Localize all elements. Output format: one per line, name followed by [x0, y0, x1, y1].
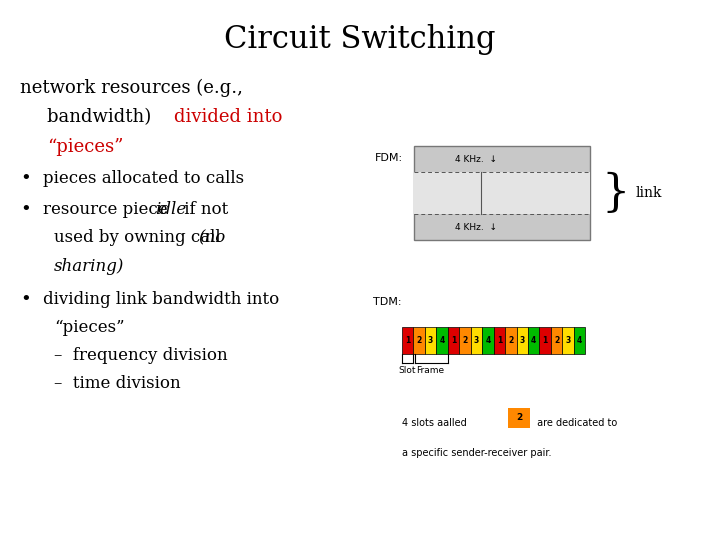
Text: Circuit Switching: Circuit Switching	[224, 24, 496, 55]
Text: 4 KHz.  ↓: 4 KHz. ↓	[455, 154, 497, 164]
Bar	[413, 327, 425, 354]
Text: •: •	[20, 201, 31, 219]
Bar	[505, 327, 516, 354]
Text: 2: 2	[462, 336, 467, 345]
Text: 4: 4	[577, 336, 582, 345]
Text: divided into: divided into	[174, 108, 283, 126]
Bar	[402, 327, 413, 354]
Bar	[436, 327, 448, 354]
Bar	[414, 146, 590, 240]
Text: 2: 2	[416, 336, 422, 345]
Text: sharing): sharing)	[54, 258, 125, 274]
Bar	[516, 327, 528, 354]
Bar	[448, 327, 459, 354]
Text: –  frequency division: – frequency division	[54, 347, 228, 363]
Text: 3: 3	[474, 336, 479, 345]
Bar	[414, 172, 590, 214]
Bar	[562, 327, 574, 354]
Text: 3: 3	[520, 336, 525, 345]
Bar	[425, 327, 436, 354]
Text: network resources (e.g.,: network resources (e.g.,	[20, 78, 243, 97]
Bar	[471, 327, 482, 354]
Text: dividing link bandwidth into: dividing link bandwidth into	[43, 291, 279, 307]
Text: }: }	[601, 172, 629, 214]
Text: if not: if not	[179, 201, 228, 218]
Text: 4: 4	[531, 336, 536, 345]
Text: 2: 2	[508, 336, 513, 345]
Text: 1: 1	[405, 336, 410, 345]
Text: 2: 2	[516, 414, 522, 422]
Text: Frame: Frame	[416, 366, 444, 375]
Text: •: •	[20, 170, 31, 188]
Text: FDM:: FDM:	[374, 153, 402, 164]
Text: 1: 1	[451, 336, 456, 345]
Text: “pieces”: “pieces”	[47, 138, 123, 156]
Text: 3: 3	[565, 336, 571, 345]
Text: –  time division: – time division	[54, 375, 181, 392]
Text: a specific sender-receiver pair.: a specific sender-receiver pair.	[402, 448, 552, 458]
Bar	[539, 327, 551, 354]
Bar	[508, 408, 530, 428]
Text: link: link	[636, 186, 662, 200]
Text: bandwidth): bandwidth)	[47, 108, 157, 126]
Text: 1: 1	[497, 336, 502, 345]
Text: 4 slots aalled: 4 slots aalled	[402, 418, 469, 429]
Bar	[551, 327, 562, 354]
Text: 4: 4	[485, 336, 490, 345]
Text: are dedicated to: are dedicated to	[534, 418, 617, 429]
Text: 3: 3	[428, 336, 433, 345]
Text: •: •	[20, 291, 31, 308]
Text: “pieces”: “pieces”	[54, 319, 125, 335]
Text: 2: 2	[554, 336, 559, 345]
Bar	[528, 327, 539, 354]
Bar	[494, 327, 505, 354]
Text: TDM:: TDM:	[373, 297, 402, 307]
Bar	[482, 327, 494, 354]
Text: resource piece: resource piece	[43, 201, 173, 218]
Bar	[574, 327, 585, 354]
Text: idle: idle	[155, 201, 186, 218]
Text: (no: (no	[198, 230, 225, 246]
Text: 4 KHz.  ↓: 4 KHz. ↓	[455, 222, 497, 232]
Text: 4: 4	[439, 336, 444, 345]
Text: Slot: Slot	[399, 366, 416, 375]
Text: pieces allocated to calls: pieces allocated to calls	[43, 170, 244, 187]
Text: used by owning call: used by owning call	[54, 230, 226, 246]
Bar	[459, 327, 471, 354]
Text: 1: 1	[543, 336, 548, 345]
